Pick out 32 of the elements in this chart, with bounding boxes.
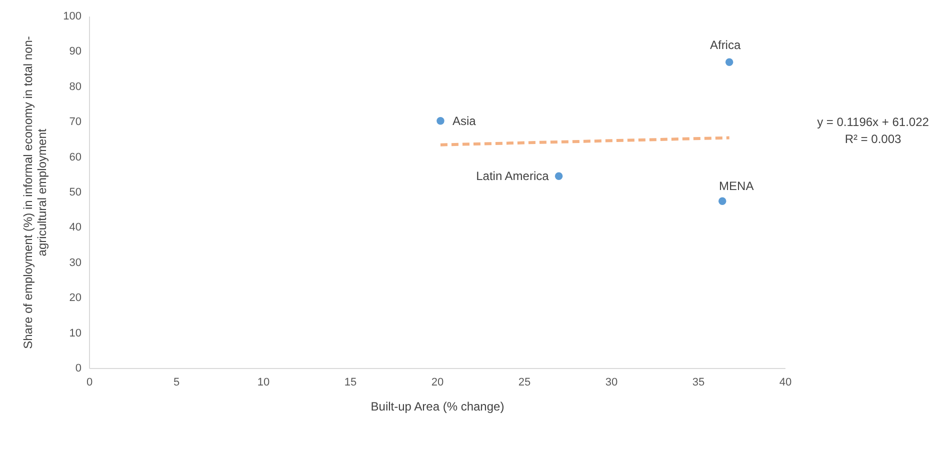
x-tick-label: 20 [431,376,444,388]
y-tick-label: 50 [69,186,82,198]
y-tick-label: 100 [63,10,82,22]
x-tick-label: 35 [692,376,705,388]
text: y = 0.1196x + 61.022 [817,115,930,129]
x-tick-label: 25 [518,376,531,388]
y-tick-label: 60 [69,151,82,164]
point [436,117,444,125]
text: R² = 0.003 [844,132,902,146]
y-tick-label: 80 [69,80,82,93]
x-tick-label: 30 [605,376,618,388]
x-axis-title: Built-up Area (% change) [370,400,504,414]
x-tick-label: 15 [344,376,357,388]
point [718,197,726,206]
point [554,172,563,180]
y-tick-label: 90 [69,46,82,58]
x-tick-label: 5 [173,376,180,388]
annotation: Latin America [476,169,550,184]
x-tick-label: 0 [86,376,93,388]
y-tick-label: 10 [69,327,82,340]
y-tick-label: 0 [75,362,82,374]
y-tick-label: 30 [69,256,82,269]
y-axis-title: Share of employment (%) in informal economy in total non-agricultural employment [21,36,50,349]
y-tick-label: 40 [69,222,82,234]
annotation: Asia [452,114,476,128]
x-tick-label: 40 [779,376,792,388]
annotation: Africa [710,38,741,52]
y-tick-label: 70 [69,116,82,128]
point [725,58,734,66]
x-tick-label: 10 [257,376,270,388]
annotation: MENA [719,179,754,194]
y-tick-label: 20 [69,292,82,304]
